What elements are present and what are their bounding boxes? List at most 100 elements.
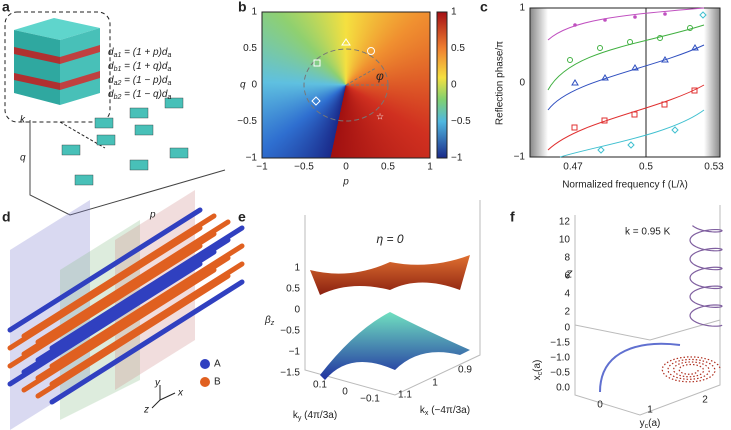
axis-label: q bbox=[20, 153, 26, 164]
text-part: (a) bbox=[532, 360, 543, 372]
z-tick-label: 4 bbox=[564, 289, 570, 300]
panel-label: d bbox=[2, 209, 11, 225]
equation: db2 = (1 − q)da bbox=[108, 89, 172, 102]
ky-tick-label: −0.1 bbox=[360, 394, 380, 405]
x-tick-label: 0 bbox=[343, 162, 349, 173]
rod bbox=[35, 237, 231, 363]
subscript: a bbox=[168, 52, 172, 59]
ky-axis-label: ky (4π/3a) bbox=[293, 410, 337, 423]
colorbar-tick-label: −0.5 bbox=[451, 116, 471, 127]
y-tick-label: −0.5 bbox=[237, 116, 257, 127]
z-tick-label: −1 bbox=[289, 347, 301, 358]
subscript: a bbox=[168, 80, 172, 87]
x-tick-label: −0.5 bbox=[294, 162, 314, 173]
y-tick-label: 0 bbox=[519, 78, 525, 89]
panel-a-art bbox=[4, 11, 226, 216]
rod bbox=[21, 213, 217, 339]
panel-e-art bbox=[304, 200, 481, 396]
y-axis-label: Reflection phase/π bbox=[495, 41, 506, 125]
panel-label: c bbox=[480, 0, 488, 15]
rod bbox=[7, 207, 203, 333]
subscript: z bbox=[270, 320, 275, 327]
text-part: k bbox=[293, 410, 299, 421]
subscript: x bbox=[425, 410, 429, 417]
subscript: a bbox=[168, 94, 172, 101]
z-tick-label: 10 bbox=[559, 235, 571, 246]
text-part: k bbox=[420, 405, 426, 416]
z-tick-label: 2 bbox=[564, 307, 570, 318]
yc-tick-label: 1 bbox=[647, 405, 653, 416]
text-part: (−4π/3a) bbox=[428, 405, 470, 416]
axis-label: x bbox=[177, 388, 184, 399]
axis-label: k bbox=[20, 115, 26, 126]
panel-title: η = 0 bbox=[376, 232, 403, 246]
panel-b-art: ☆ bbox=[261, 11, 448, 159]
text-part: d bbox=[108, 47, 114, 58]
rod bbox=[7, 261, 203, 387]
xc-tick-label: −1.0 bbox=[550, 353, 570, 364]
text-part: x bbox=[532, 375, 543, 380]
y-tick-label: 0 bbox=[251, 80, 257, 91]
angle-label: φ bbox=[376, 69, 384, 83]
rod bbox=[21, 267, 217, 393]
subscript: c bbox=[645, 423, 649, 430]
x-tick-label: 0.5 bbox=[381, 162, 395, 173]
z-axis-label: βz bbox=[264, 315, 275, 328]
ky-tick-label: 0.1 bbox=[313, 380, 327, 391]
axis-label: p bbox=[149, 210, 156, 221]
rod bbox=[21, 249, 217, 375]
equation: db1 = (1 + q)da bbox=[108, 61, 172, 74]
xc-tick-label: −0.5 bbox=[550, 368, 570, 379]
z-tick-label: 6 bbox=[564, 271, 570, 282]
rod bbox=[49, 225, 245, 351]
text-part: = (1 + p)d bbox=[121, 47, 168, 58]
panel-label: a bbox=[2, 0, 10, 15]
subscript: b1 bbox=[114, 66, 122, 73]
trajectory bbox=[689, 225, 723, 327]
text-part: d bbox=[108, 61, 114, 72]
x-tick-label: 0.53 bbox=[704, 162, 724, 173]
x-tick-label: 0.47 bbox=[563, 162, 583, 173]
z-tick-label: 12 bbox=[559, 217, 571, 228]
panel-c-art bbox=[529, 7, 721, 158]
colorbar-tick-label: 1 bbox=[451, 7, 457, 18]
y-tick-label: 0.5 bbox=[243, 43, 257, 54]
trajectory bbox=[661, 356, 721, 383]
panel-label: f bbox=[510, 209, 515, 225]
x-tick-label: 0.5 bbox=[639, 162, 653, 173]
kx-tick-label: 1.1 bbox=[398, 390, 412, 401]
subscript: a bbox=[168, 66, 172, 73]
text-part: = (1 + q)d bbox=[121, 61, 168, 72]
subscript: b2 bbox=[114, 94, 122, 101]
equation: da2 = (1 − p)da bbox=[108, 75, 172, 88]
text-part: y bbox=[640, 418, 645, 429]
text-part: β bbox=[264, 315, 271, 326]
y-tick-label: −1 bbox=[514, 152, 526, 163]
rod bbox=[49, 261, 245, 387]
subscript: a2 bbox=[114, 80, 122, 87]
rod bbox=[49, 243, 245, 369]
xc-axis-label: xc(a) bbox=[532, 360, 545, 381]
xc-tick-label: 0.0 bbox=[556, 383, 570, 394]
xc-tick-label: −1.5 bbox=[550, 338, 570, 349]
marker: ☆ bbox=[376, 111, 384, 121]
colorbar-tick-label: −1 bbox=[451, 153, 463, 164]
z-tick-label: 0 bbox=[294, 305, 300, 316]
z-tick-label: 1 bbox=[294, 263, 300, 274]
equation: da1 = (1 + p)da bbox=[108, 47, 172, 60]
x-axis-label: p bbox=[342, 177, 349, 188]
z-tick-label: −1.5 bbox=[280, 368, 300, 379]
z-tick-label: 0 bbox=[564, 323, 570, 334]
yc-tick-label: 0 bbox=[597, 400, 603, 411]
legend-label: A bbox=[214, 359, 221, 370]
rod bbox=[21, 231, 217, 357]
kx-axis-label: kx (−4π/3a) bbox=[420, 405, 470, 418]
yc-tick-label: 2 bbox=[702, 395, 708, 406]
text-part: = (1 − q)d bbox=[121, 89, 168, 100]
kx-tick-label: 0.9 bbox=[458, 365, 472, 376]
text-part: d bbox=[108, 89, 114, 100]
panel-f-art bbox=[574, 205, 723, 416]
text-part: d bbox=[108, 75, 114, 86]
panel-d-art bbox=[7, 190, 245, 430]
rod bbox=[7, 225, 203, 351]
